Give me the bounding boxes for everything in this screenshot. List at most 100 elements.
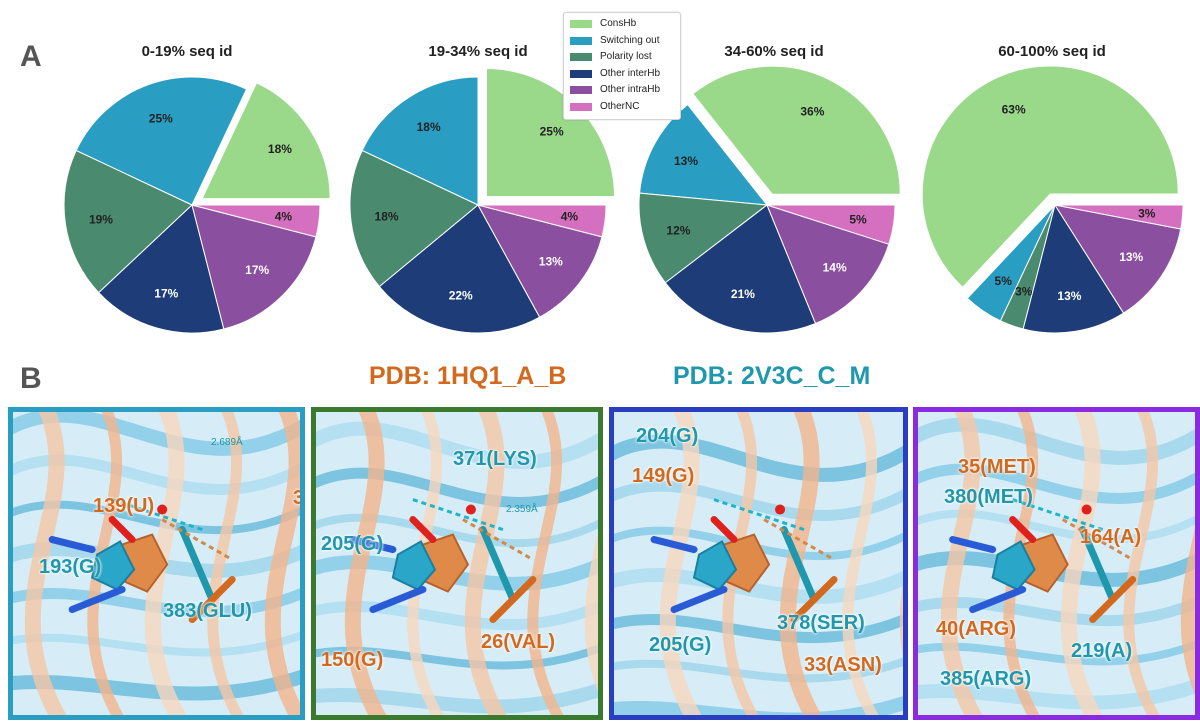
pie-value-label: 36%: [800, 104, 824, 118]
legend-swatch: [570, 36, 592, 45]
residue-label: 35(MET): [958, 456, 1036, 478]
pie-value-label: 63%: [1002, 102, 1026, 116]
residue-label: 380(MET): [944, 486, 1033, 508]
molecular-render: [13, 412, 300, 715]
legend-swatch: [570, 53, 592, 61]
pie-slice-othernc: [766, 204, 896, 245]
panel-b-label: B: [20, 362, 42, 395]
legend-swatch: [570, 102, 592, 111]
residue-label: 193(G): [39, 556, 102, 578]
pie-value-label: 5%: [849, 212, 867, 226]
pie-slice-polarity-lost: [349, 149, 479, 288]
legend-item: OtherNC: [570, 101, 678, 113]
legend-label: ConsHb: [600, 18, 637, 29]
pie-value-label: 14%: [823, 261, 847, 275]
pie-slice-polarity-lost: [63, 149, 193, 294]
residue-label: 205(G): [321, 533, 384, 555]
legend: ConsHb Switching out Polarity lost Other in…: [563, 12, 681, 120]
pie-value-label: 21%: [731, 287, 755, 301]
pie-title: 60-100% seq id: [998, 43, 1106, 60]
distance-label: 2.359Å: [506, 504, 538, 515]
pie-value-label: 22%: [449, 289, 473, 303]
residue-label: 385(ARG): [940, 668, 1032, 690]
pie-value-label: 13%: [1057, 289, 1081, 303]
pie-value-label: 13%: [674, 154, 698, 168]
pie-slice-othernc: [477, 204, 607, 238]
residue-label: 33(ASN): [804, 654, 882, 676]
residue-label: 371(LYS): [453, 448, 537, 470]
pdb-left-title: PDB: 1HQ1_A_B: [369, 362, 567, 390]
pie-title: 34-60% seq id: [724, 43, 823, 60]
legend-label: Other interHb: [600, 67, 661, 79]
pie-value-label: 13%: [539, 254, 563, 268]
residue-label: 150(G): [321, 649, 384, 671]
pie-title: 19-34% seq id: [428, 43, 527, 60]
molecular-render: [614, 412, 903, 715]
residue-label: 149(G): [632, 465, 695, 487]
pie-slice-othernc: [1054, 204, 1184, 230]
residue-label: 383(GLU): [163, 600, 252, 622]
molecular-render: [316, 412, 598, 715]
residue-label: 164(A): [1080, 526, 1142, 548]
pie-slice-other-intrahb: [191, 204, 317, 330]
pie-slice-switching-out: [639, 103, 769, 206]
pie-chart-3: 34-60% seq id 36% 13% 12% 21% 14% 5%: [638, 43, 901, 334]
legend-label: Other intraHb: [600, 84, 661, 95]
pie-value-label: 12%: [666, 223, 690, 237]
pie-value-label: 25%: [149, 111, 173, 125]
legend-item: Polarity lost: [570, 51, 678, 63]
molecular-render: [918, 412, 1195, 715]
distance-label: 2.689Å: [211, 437, 243, 448]
pie-slice-conshb: [201, 82, 331, 200]
pie-value-label: 5%: [995, 274, 1013, 288]
structure-panel-1: 139(U) 38(LYS) 193(G) 383(GLU) 2.689Å: [8, 407, 305, 720]
pie-value-label: 19%: [89, 212, 113, 226]
pdb-right-title: PDB: 2V3C_C_M: [673, 362, 871, 390]
legend-swatch: [570, 20, 592, 28]
residue-label: 204(G): [636, 425, 699, 447]
legend-item: ConsHb: [570, 18, 678, 30]
pie-slice-switching-out: [361, 76, 479, 206]
pie-value-label: 17%: [245, 263, 269, 277]
pie-value-label: 3%: [1015, 285, 1033, 299]
residue-label: 139(U): [93, 495, 155, 517]
pie-chart-2: 19-34% seq id 25% 18% 18% 22% 13% 4%: [349, 43, 615, 334]
structure-panel-3: 204(G) 149(G) 378(SER) 205(G) 33(ASN): [609, 407, 908, 720]
structure-panel-4: 35(MET) 380(MET) 164(A) 40(ARG) 385(ARG) 219(…: [913, 407, 1200, 720]
pie-value-label: 13%: [1119, 250, 1143, 264]
pie-slice-other-interhb: [97, 204, 225, 334]
pie-slice-other-intrahb: [477, 204, 603, 318]
pie-slice-other-intrahb: [1053, 204, 1182, 314]
pie-value-label: 18%: [268, 142, 292, 156]
legend-label: Switching out: [600, 34, 660, 46]
pie-value-label: 3%: [1138, 207, 1156, 221]
legend-label: Polarity lost: [600, 51, 652, 62]
pie-slice-other-interhb: [378, 204, 541, 334]
residue-label: 26(VAL): [481, 631, 556, 653]
residue-label: 378(SER): [777, 612, 865, 634]
pie-slice-conshb: [692, 65, 901, 195]
pie-slice-other-interhb: [664, 204, 817, 334]
pie-value-label: 18%: [417, 120, 441, 134]
residue-label: 219(A): [1071, 640, 1133, 662]
pie-value-label: 4%: [561, 210, 579, 224]
pie-chart-1: 0-19% seq id 18% 25% 19% 17% 17% 4%: [63, 43, 331, 334]
legend-swatch: [570, 86, 592, 94]
panel-a-label: A: [20, 40, 42, 73]
legend-label: OtherNC: [600, 100, 640, 112]
pie-slice-switching-out: [75, 76, 248, 206]
pie-value-label: 25%: [540, 124, 564, 138]
pie-slice-othernc: [191, 204, 321, 238]
legend-swatch: [570, 69, 592, 78]
pie-value-label: 4%: [275, 210, 293, 224]
residue-label: 205(G): [649, 634, 712, 656]
residue-label: 38(LYS): [293, 487, 305, 509]
legend-item: Other intraHb: [570, 84, 678, 96]
legend-item: Switching out: [570, 35, 678, 47]
pie-slice-conshb: [921, 65, 1179, 289]
pie-title: 0-19% seq id: [142, 43, 233, 60]
legend-item: Other interHb: [570, 68, 678, 80]
pie-slice-polarity-lost: [638, 192, 769, 284]
